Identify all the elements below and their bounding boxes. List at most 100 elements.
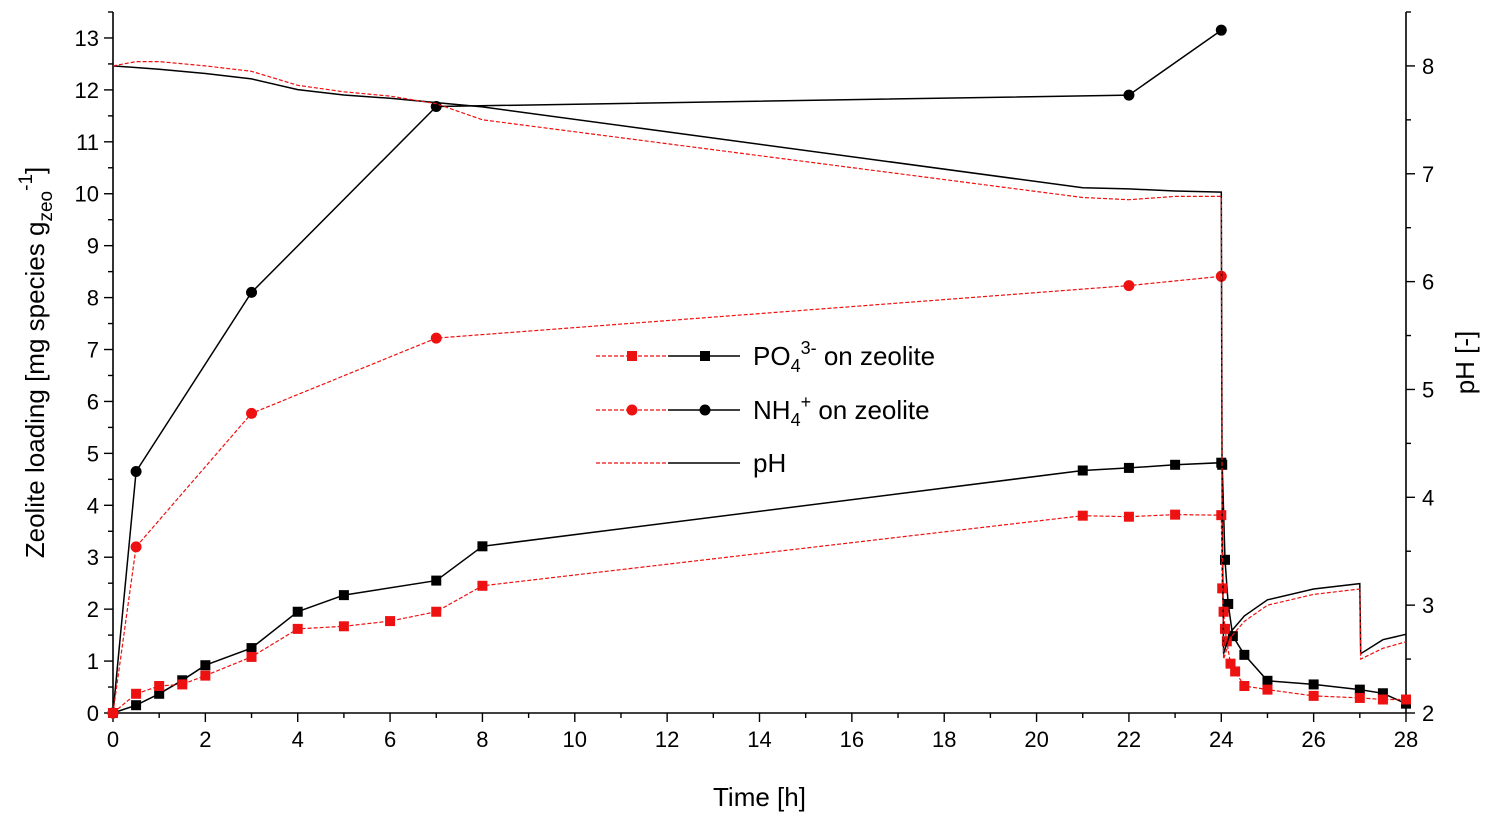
y-tick-label: 9 (87, 234, 99, 259)
data-point-square (431, 606, 442, 617)
y-tick-label: 8 (87, 286, 99, 311)
y2-tick-label: 7 (1422, 162, 1434, 187)
series-line-1 (112, 513, 1406, 714)
data-point-square (1123, 462, 1134, 473)
legend-label: PO43- on zeolite (753, 338, 935, 376)
data-point-square (292, 623, 303, 634)
y-tick-label: 2 (87, 597, 99, 622)
y-axis-title-sup: -1 (16, 174, 37, 191)
series-line-2 (112, 29, 1222, 714)
y2-tick-label: 6 (1422, 270, 1434, 295)
legend-label-main: PO (753, 341, 791, 371)
data-point-square (385, 616, 396, 627)
data-point-circle (107, 707, 119, 719)
y2-axis-title: pH [-] (1450, 331, 1480, 395)
y2-tick-label: 3 (1422, 593, 1434, 618)
legend-label: NH4+ on zeolite (753, 392, 930, 430)
legend-label-sub: 4 (791, 356, 801, 376)
x-tick-label: 20 (1024, 727, 1048, 752)
legend-red-marker (627, 351, 637, 361)
data-point-square (1225, 658, 1236, 669)
data-point-square (1216, 510, 1227, 521)
x-axis-title: Time [h] (713, 782, 806, 812)
y-tick-label: 4 (87, 493, 99, 518)
x-tick-label: 0 (107, 727, 119, 752)
y-tick-label: 10 (75, 182, 99, 207)
data-point-square (1354, 684, 1365, 695)
data-point-square (1308, 690, 1319, 701)
x-tick-label: 18 (932, 727, 956, 752)
legend-red-marker (626, 404, 638, 416)
data-point-square (131, 700, 142, 711)
data-point-circle (246, 407, 258, 419)
x-tick-label: 2 (199, 727, 211, 752)
x-tick-label: 10 (563, 727, 587, 752)
data-point-square (477, 580, 488, 591)
data-point-square (1227, 631, 1238, 642)
legend-label-sup: 3- (801, 338, 817, 358)
y-axis-title-sub: zeo (36, 191, 57, 222)
x-tick-label: 6 (384, 727, 396, 752)
data-point-square (1262, 684, 1273, 695)
x-tick-label: 22 (1117, 727, 1141, 752)
data-point-square (1230, 666, 1241, 677)
data-point-square (1223, 598, 1234, 609)
data-point-square (1377, 694, 1388, 705)
series-line-3 (112, 275, 1222, 714)
y2-tick-label: 5 (1422, 377, 1434, 402)
data-point-square (1354, 692, 1365, 703)
data-point-square (431, 575, 442, 586)
series-layer (107, 24, 1411, 719)
axes: 0 2 4 6 8 10 12 14 16 18 20 22 24 26 28012345678910111… (16, 11, 1480, 812)
data-point-square (1219, 623, 1230, 634)
data-point-square (177, 679, 188, 690)
x-tick-label: 12 (655, 727, 679, 752)
y-tick-label: 12 (75, 78, 99, 103)
y2-tick-label: 2 (1422, 701, 1434, 726)
y-tick-label: 0 (87, 701, 99, 726)
x-tick-label: 24 (1209, 727, 1233, 752)
x-tick-label: 28 (1394, 727, 1418, 752)
data-point-square (1401, 694, 1411, 705)
data-point-circle (1215, 24, 1227, 36)
series-line-5 (112, 60, 1407, 661)
data-point-circle (1123, 280, 1135, 292)
y-tick-label: 1 (87, 649, 99, 674)
data-point-square (477, 541, 488, 552)
data-point-square (338, 621, 349, 632)
data-point-square (154, 688, 165, 699)
y-tick-label: 7 (87, 338, 99, 363)
data-point-circle (246, 286, 258, 298)
legend-label-rest: on zeolite (817, 341, 936, 371)
data-point-square (1077, 465, 1088, 476)
y-axis-title-end: ] (20, 167, 50, 174)
legend-label-main: NH (753, 395, 791, 425)
data-point-circle (130, 541, 142, 553)
data-point-square (292, 606, 303, 617)
data-point-square (1170, 459, 1181, 470)
data-point-square (1123, 511, 1134, 522)
data-point-square (1262, 675, 1273, 686)
legend-label-sub: 4 (791, 410, 801, 430)
data-point-square (246, 651, 257, 662)
legend-black-marker (700, 351, 710, 361)
y-tick-label: 6 (87, 389, 99, 414)
data-point-circle (130, 466, 142, 478)
data-point-square (131, 688, 142, 699)
data-point-square (154, 680, 165, 691)
data-point-square (1308, 679, 1319, 690)
data-point-circle (430, 332, 442, 344)
x-tick-label: 16 (840, 727, 864, 752)
x-tick-label: 14 (747, 727, 771, 752)
data-point-square (1219, 554, 1230, 565)
data-point-square (200, 660, 211, 671)
y2-tick-label: 8 (1422, 54, 1434, 79)
y-axis-title: Zeolite loading [mg species gzeo-1] (16, 167, 57, 559)
x-tick-label: 8 (476, 727, 488, 752)
y-axis-title-main: Zeolite loading [mg species g (20, 222, 50, 559)
y-tick-label: 13 (75, 26, 99, 51)
series-line-0 (112, 461, 1407, 714)
y2-tick-label: 4 (1422, 485, 1434, 510)
